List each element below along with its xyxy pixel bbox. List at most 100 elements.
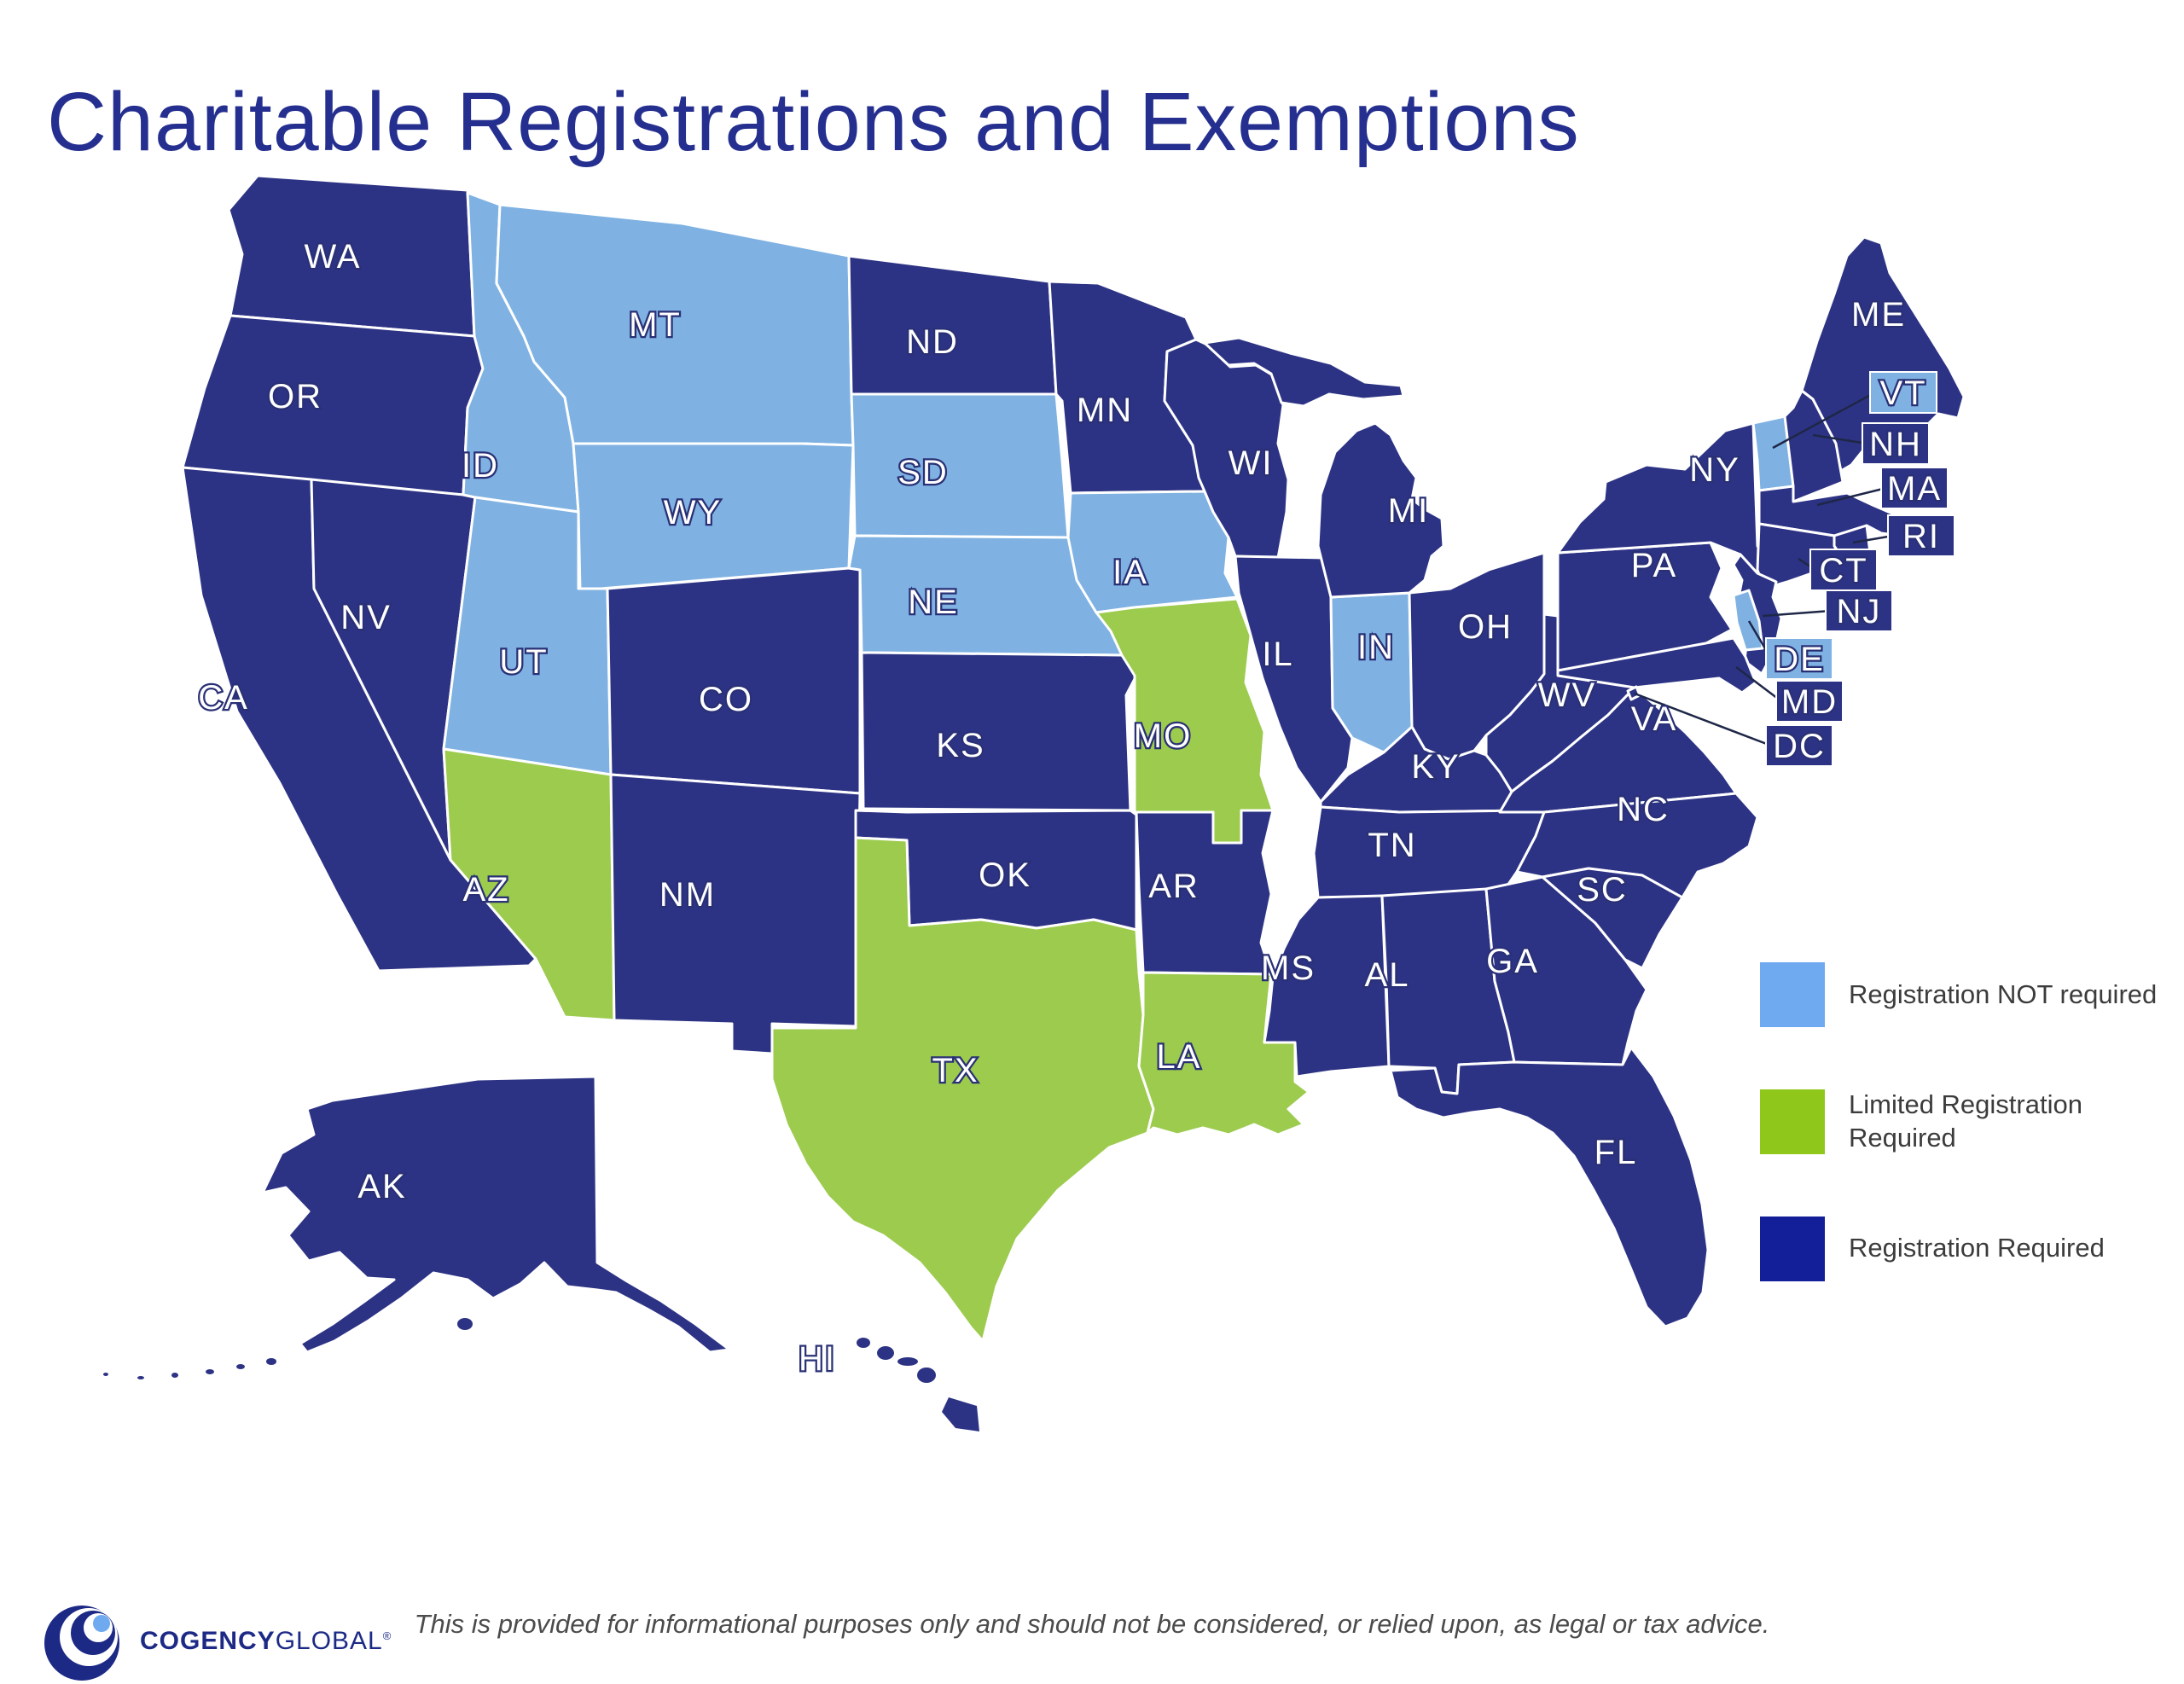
leader-line-MA: [1816, 486, 1887, 507]
cogency-global-logo: COGENCYGLOBAL®: [39, 1597, 392, 1684]
state-label-OR: OR: [268, 378, 322, 415]
state-label-TX: TX: [932, 1052, 979, 1089]
state-label-UT: UT: [499, 643, 548, 681]
state-label-SD: SD: [897, 454, 949, 491]
state-SD: [850, 392, 1070, 539]
state-label-PA: PA: [1631, 547, 1677, 584]
state-label-NE: NE: [908, 584, 959, 621]
callout-label-MA: MA: [1887, 470, 1942, 508]
cogency-global-wordmark: COGENCYGLOBAL®: [140, 1627, 392, 1656]
state-label-AL: AL: [1365, 956, 1410, 994]
state-label-VA: VA: [1631, 700, 1677, 738]
state-DE: [1732, 589, 1764, 652]
island-hi: [897, 1357, 918, 1366]
leader-line-DC: [1634, 692, 1772, 747]
state-label-NC: NC: [1617, 791, 1670, 828]
island-ak: [236, 1364, 245, 1369]
state-label-IN: IN: [1357, 629, 1395, 666]
leader-line-RI: [1852, 534, 1894, 544]
callout-box-DC: [1765, 724, 1833, 767]
state-label-WI: WI: [1228, 444, 1274, 482]
island-ak: [103, 1373, 108, 1376]
state-TX: [770, 836, 1155, 1343]
callout-box-NJ: [1825, 589, 1893, 632]
state-label-KY: KY: [1411, 748, 1460, 786]
callout-box-VT: [1869, 371, 1937, 414]
state-label-WY: WY: [664, 494, 722, 531]
state-label-FL: FL: [1594, 1134, 1638, 1171]
island-ak: [266, 1358, 276, 1365]
callout-box-DE: [1765, 637, 1833, 680]
callout-label-DC: DC: [1773, 728, 1826, 765]
callout-label-DE: DE: [1774, 641, 1825, 678]
legend: Registration NOT required Limited Registr…: [1760, 962, 2161, 1343]
legend-swatch-not_required: [1760, 962, 1825, 1027]
state-label-LA: LA: [1157, 1038, 1202, 1076]
state-label-CA: CA: [198, 679, 249, 717]
state-label-IL: IL: [1262, 636, 1293, 673]
state-OR: [181, 314, 485, 496]
state-label-ME: ME: [1851, 296, 1906, 334]
leader-line-MD: [1735, 666, 1782, 702]
legend-label-required: Registration Required: [1849, 1233, 2105, 1263]
state-label-MS: MS: [1261, 949, 1316, 987]
logo-registered-mark: ®: [382, 1629, 392, 1642]
logo-brand-bold: COGENCY: [140, 1627, 276, 1655]
callout-label-VT: VT: [1879, 375, 1926, 412]
state-label-KS: KS: [936, 727, 985, 764]
state-label-CO: CO: [699, 681, 753, 718]
callout-label-MD: MD: [1781, 683, 1838, 721]
state-label-NM: NM: [659, 876, 716, 914]
callout-box-MD: [1775, 680, 1844, 723]
state-label-AK: AK: [357, 1168, 406, 1205]
callout-label-RI: RI: [1902, 518, 1940, 555]
island-ak: [457, 1318, 473, 1330]
callout-label-NH: NH: [1869, 426, 1922, 463]
leader-line-NJ: [1762, 609, 1832, 618]
callout-label-NJ: NJ: [1837, 593, 1882, 630]
state-KS: [860, 651, 1138, 812]
state-SC: [1541, 867, 1684, 970]
state-label-ID: ID: [462, 447, 499, 485]
page-title: Charitable Registrations and Exemptions: [47, 74, 1580, 168]
state-label-ND: ND: [906, 323, 959, 361]
callout-box-NH: [1862, 422, 1930, 465]
state-label-OK: OK: [979, 857, 1031, 894]
legend-item-required: Registration Required: [1760, 1216, 2161, 1281]
state-label-AR: AR: [1148, 868, 1199, 905]
island-hi: [917, 1368, 936, 1383]
disclaimer-text: This is provided for informational purpo…: [414, 1609, 1770, 1639]
state-label-WV: WV: [1538, 677, 1596, 714]
state-label-IA: IA: [1112, 554, 1148, 591]
island-hi: [857, 1338, 870, 1348]
state-MD: [1556, 636, 1757, 694]
state-label-MT: MT: [629, 306, 682, 344]
state-WI: [1163, 338, 1290, 560]
cogency-swirl-icon: [44, 1606, 119, 1681]
island-ak: [206, 1369, 214, 1374]
logo-brand-light: GLOBAL: [275, 1627, 383, 1655]
legend-item-not_required: Registration NOT required: [1760, 962, 2161, 1027]
state-label-GA: GA: [1486, 943, 1539, 980]
state-label-SC: SC: [1577, 871, 1628, 909]
state-FL: [1389, 1046, 1710, 1328]
legend-swatch-limited: [1760, 1089, 1825, 1154]
state-label-AZ: AZ: [462, 871, 509, 909]
island-hi: [877, 1346, 894, 1360]
leader-line-NH: [1812, 433, 1868, 445]
state-AK: [261, 1075, 731, 1354]
callout-box-RI: [1887, 514, 1955, 557]
state-label-NY: NY: [1689, 451, 1740, 489]
state-label-OH: OH: [1458, 608, 1513, 646]
island-HI-big: [942, 1397, 979, 1431]
legend-label-not_required: Registration NOT required: [1849, 978, 2158, 1009]
state-CO: [606, 566, 862, 795]
island-ak: [171, 1373, 178, 1378]
state-MI: [1203, 336, 1405, 408]
state-label-WA: WA: [305, 238, 362, 276]
state-MI: [1316, 421, 1445, 599]
leader-line-VT: [1772, 391, 1876, 450]
state-label-HI: HI: [799, 1340, 836, 1378]
